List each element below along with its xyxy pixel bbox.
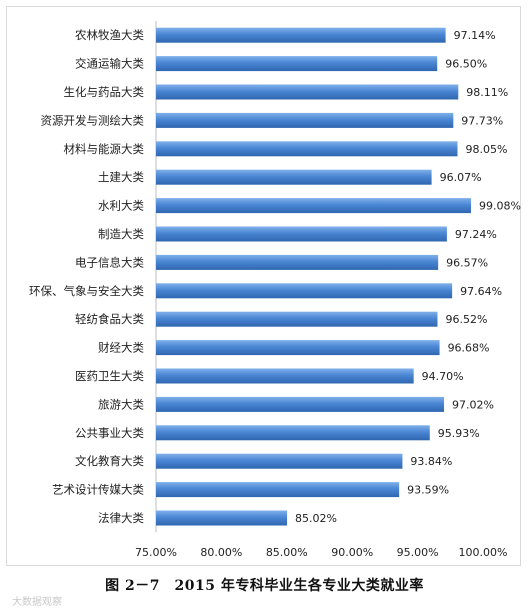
bar xyxy=(156,340,440,356)
category-label: 艺术设计传媒大类 xyxy=(52,483,144,497)
data-label: 96.68% xyxy=(448,342,490,355)
category-label: 资源开发与测绘大类 xyxy=(41,113,145,127)
category-label: 财经大类 xyxy=(98,341,144,355)
data-label: 97.73% xyxy=(461,114,503,127)
bar xyxy=(156,169,432,185)
bar xyxy=(156,368,414,384)
data-label: 93.59% xyxy=(407,484,449,497)
data-label: 97.24% xyxy=(455,228,497,241)
bar xyxy=(156,226,447,242)
x-tick-label: 95.00% xyxy=(397,546,439,559)
bar xyxy=(156,396,445,412)
category-label: 生化与药品大类 xyxy=(64,85,145,99)
data-label: 96.57% xyxy=(446,256,488,269)
data-label: 93.84% xyxy=(410,455,452,468)
bar xyxy=(156,27,446,43)
data-label: 96.50% xyxy=(445,58,487,71)
watermark: 大数据观察 xyxy=(12,597,62,608)
data-label: 96.52% xyxy=(445,313,487,326)
bar xyxy=(156,56,438,72)
data-label: 94.70% xyxy=(422,370,464,383)
bar xyxy=(156,198,471,214)
data-label: 98.11% xyxy=(466,86,508,99)
x-tick-label: 85.00% xyxy=(266,546,308,559)
bar xyxy=(156,482,400,498)
data-label: 97.02% xyxy=(452,398,494,411)
bar xyxy=(156,425,430,441)
bar xyxy=(156,453,403,469)
category-label: 交通运输大类 xyxy=(75,57,144,71)
category-label: 文化教育大类 xyxy=(75,454,144,468)
bar xyxy=(156,311,438,327)
bar xyxy=(156,510,288,526)
category-label: 医药卫生大类 xyxy=(75,369,144,383)
category-label: 旅游大类 xyxy=(98,397,144,411)
bar xyxy=(156,254,439,270)
x-tick-label: 75.00% xyxy=(135,546,177,559)
bar xyxy=(156,141,458,157)
bar xyxy=(156,112,454,128)
bar-chart: 75.00% 80.00% 85.00% 90.00% 95.00% 100.00% 农林牧… xyxy=(29,21,521,559)
category-label: 制造大类 xyxy=(98,227,144,241)
data-label: 97.14% xyxy=(454,29,496,42)
data-label: 95.93% xyxy=(438,427,480,440)
category-label: 轻纺食品大类 xyxy=(75,312,144,326)
bar xyxy=(156,84,459,100)
x-tick-label: 100.00% xyxy=(459,546,508,559)
category-label: 电子信息大类 xyxy=(75,255,144,269)
data-label: 85.02% xyxy=(295,512,337,525)
axis-layer: 75.00% 80.00% 85.00% 90.00% 95.00% 100.00% 农林牧… xyxy=(29,21,507,559)
category-label: 材料与能源大类 xyxy=(64,142,145,156)
bar xyxy=(156,283,453,299)
data-label: 98.05% xyxy=(465,143,507,156)
bars-layer: 97.14% 96.50% 98.11% 97.73% 98.05% 96.07% 99.0… xyxy=(156,27,521,526)
category-label: 农林牧渔大类 xyxy=(75,28,144,42)
x-tick-label: 90.00% xyxy=(331,546,373,559)
x-tick-label: 80.00% xyxy=(200,546,242,559)
category-label: 法律大类 xyxy=(98,511,144,525)
category-label: 公共事业大类 xyxy=(75,426,144,440)
data-label: 99.08% xyxy=(479,200,521,213)
figure-caption: 图 2－7 2015 年专科毕业生各专业大类就业率 xyxy=(105,578,424,594)
data-label: 97.64% xyxy=(460,285,502,298)
data-label: 96.07% xyxy=(440,171,482,184)
category-label: 土建大类 xyxy=(98,170,144,184)
category-label: 环保、气象与安全大类 xyxy=(29,284,144,298)
category-label: 水利大类 xyxy=(98,199,144,213)
